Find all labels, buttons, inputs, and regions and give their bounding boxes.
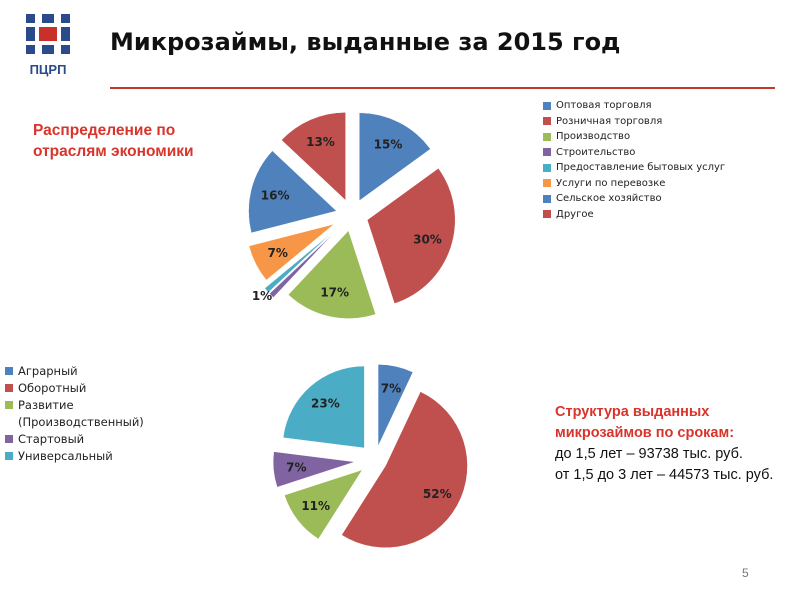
pie-slice bbox=[366, 167, 456, 304]
legend-label: Строительство bbox=[556, 146, 636, 158]
pie-slice bbox=[281, 112, 346, 201]
pie-slice bbox=[282, 365, 365, 449]
legend-label: Услуги по перевозке bbox=[556, 177, 666, 189]
sectors-pie-chart: 15% 30% 17% 1% 7% 16% 13% bbox=[248, 112, 456, 319]
logo-cross-pattern bbox=[26, 14, 70, 54]
legend-item: Оборотный bbox=[5, 380, 185, 397]
pie-slice bbox=[248, 223, 335, 281]
legend-swatch bbox=[543, 117, 551, 126]
pie-slice bbox=[287, 230, 377, 319]
pie-slice bbox=[284, 469, 363, 540]
legend-item: Развитие (Производственный) bbox=[5, 397, 185, 431]
legend-label: Розничная торговля bbox=[556, 115, 663, 127]
legend-swatch bbox=[5, 367, 13, 375]
pie-data-label: 15% bbox=[374, 137, 403, 151]
terms-heading: Структура выданных микрозаймов по срокам… bbox=[555, 404, 735, 441]
pie-slice bbox=[264, 232, 333, 293]
pie-data-label: 11% bbox=[301, 499, 330, 513]
legend-label: Развитие (Производственный) bbox=[18, 398, 144, 429]
pie-slice bbox=[269, 233, 334, 298]
pie-data-label: 16% bbox=[261, 188, 290, 202]
pie-slice bbox=[359, 112, 431, 202]
sectors-subtitle: Распределение по отраслям экономики bbox=[33, 122, 194, 160]
legend-swatch bbox=[543, 194, 551, 203]
legend-swatch bbox=[543, 132, 551, 141]
legend-item: Предоставление бытовых услуг bbox=[543, 160, 725, 176]
pie-data-label: 17% bbox=[320, 285, 349, 299]
pie-data-label: 13% bbox=[306, 135, 335, 149]
loan-types-legend: Аграрный Оборотный Развитие (Производствен… bbox=[5, 363, 185, 465]
legend-label: Сельское хозяйство bbox=[556, 193, 662, 205]
terms-info: Структура выданных микрозаймов по срокам… bbox=[555, 402, 795, 486]
terms-line-1: до 1,5 лет – 93738 тыс. руб. bbox=[555, 446, 743, 462]
logo-text: ПЦРП bbox=[30, 62, 67, 77]
legend-swatch bbox=[543, 101, 551, 110]
legend-item: Другое bbox=[543, 207, 725, 223]
legend-swatch bbox=[5, 435, 13, 443]
legend-label: Другое bbox=[556, 208, 594, 220]
pie-data-label: 23% bbox=[311, 397, 340, 411]
pie-data-label: 7% bbox=[381, 382, 401, 396]
legend-swatch bbox=[5, 384, 13, 392]
terms-line-2: от 1,5 до 3 лет – 44573 тыс. руб. bbox=[555, 467, 774, 483]
legend-label: Производство bbox=[556, 131, 631, 143]
legend-label: Предоставление бытовых услуг bbox=[556, 162, 726, 174]
legend-swatch bbox=[543, 179, 551, 188]
legend-swatch bbox=[5, 452, 13, 460]
legend-label: Аграрный bbox=[18, 364, 78, 378]
legend-item: Сельское хозяйство bbox=[543, 191, 725, 207]
legend-label: Оптовая торговля bbox=[556, 100, 652, 112]
pie-data-label: 52% bbox=[423, 487, 452, 501]
pie-slice bbox=[272, 451, 356, 488]
pie-data-label: 7% bbox=[268, 246, 288, 260]
pie-data-label: 30% bbox=[413, 233, 442, 247]
legend-swatch bbox=[543, 148, 551, 157]
legend-swatch bbox=[543, 163, 551, 172]
pie-data-label: 1% bbox=[252, 289, 272, 303]
legend-label: Универсальный bbox=[18, 449, 113, 463]
legend-item: Оптовая торговля bbox=[543, 98, 725, 114]
page-number: 5 bbox=[742, 566, 749, 580]
legend-item: Универсальный bbox=[5, 448, 185, 465]
legend-item: Стартовый bbox=[5, 431, 185, 448]
legend-item: Производство bbox=[543, 129, 725, 145]
legend-item: Строительство bbox=[543, 145, 725, 161]
sectors-legend: Оптовая торговля Розничная торговля Произв… bbox=[543, 98, 725, 222]
pcrp-logo: ПЦРП bbox=[26, 14, 70, 77]
legend-item: Аграрный bbox=[5, 363, 185, 380]
pie-slice bbox=[341, 391, 468, 549]
legend-item: Услуги по перевозке bbox=[543, 176, 725, 192]
legend-label: Оборотный bbox=[18, 381, 87, 395]
title-divider bbox=[110, 87, 775, 89]
pie-slice bbox=[377, 364, 414, 447]
pie-slice bbox=[248, 150, 338, 234]
pie-data-label: 7% bbox=[286, 460, 306, 474]
legend-item: Розничная торговля bbox=[543, 114, 725, 130]
page-title: Микрозаймы, выданные за 2015 год bbox=[110, 28, 621, 56]
legend-label: Стартовый bbox=[18, 432, 85, 446]
legend-swatch bbox=[5, 401, 13, 409]
terms-pie-chart: 7% 52% 11% 7% 23% bbox=[272, 364, 468, 549]
legend-swatch bbox=[543, 210, 551, 219]
